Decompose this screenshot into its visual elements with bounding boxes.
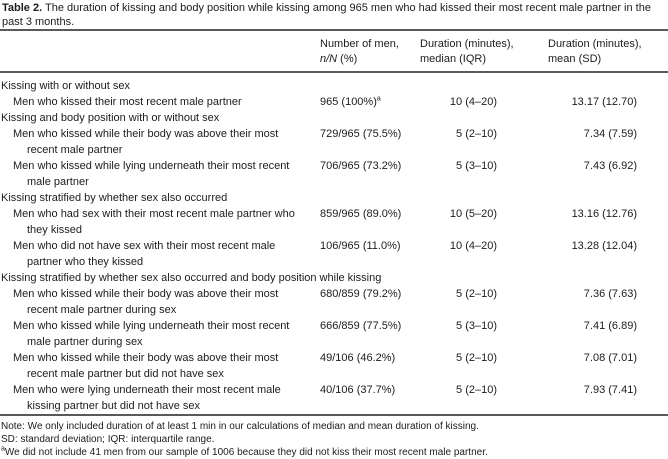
- n-value: 965 (100%): [320, 96, 377, 108]
- cell-duration-mean: 7.34 (7.59): [583, 128, 637, 140]
- table-row: Men who kissed while their body was abov…: [0, 286, 668, 318]
- cell-number-of-men: 106/965 (11.0%): [320, 240, 401, 252]
- cell-number-of-men: 859/965 (89.0%): [320, 208, 402, 220]
- section-header: Kissing and body position with or withou…: [1, 112, 220, 124]
- section-row: Kissing stratified by whether sex also o…: [0, 270, 668, 286]
- section-header: Kissing stratified by whether sex also o…: [1, 272, 382, 284]
- data-table: Number of men, n/N (%) Duration (minutes…: [0, 29, 668, 416]
- column-header-men-line2: n/N (%): [320, 52, 418, 67]
- cell-duration-median: 10 (4–20): [449, 240, 497, 252]
- cell-duration-median: 5 (3–10): [456, 320, 497, 332]
- table-number-label: Table 2.: [2, 2, 43, 14]
- row-label-line2: partner who they kissed: [27, 256, 144, 268]
- column-header-median: Duration (minutes), median (IQR): [418, 29, 546, 73]
- table-row: Men who kissed while lying underneath th…: [0, 158, 668, 190]
- table-row: Men who had sex with their most recent m…: [0, 206, 668, 238]
- cell-duration-mean: 13.16 (12.76): [571, 208, 637, 220]
- footnote: SD: standard deviation; IQR: interquarti…: [1, 434, 215, 445]
- section-row: Kissing and body position with or withou…: [0, 110, 668, 126]
- footnote-marker: a: [376, 95, 381, 103]
- column-header-mean: Duration (minutes), mean (SD): [546, 29, 668, 73]
- footnote-text: We did not include 41 men from our sampl…: [4, 447, 488, 458]
- footnote: aWe did not include 41 men from our samp…: [1, 446, 666, 459]
- row-label-line2: male partner during sex: [27, 336, 143, 348]
- cell-number-of-men: 666/859 (77.5%): [320, 320, 402, 332]
- row-label-line1: Men who had sex with their most recent m…: [13, 208, 295, 220]
- table-row: Men who did not have sex with their most…: [0, 238, 668, 270]
- section-header: Kissing stratified by whether sex also o…: [1, 192, 228, 204]
- row-label-line1: Men who kissed while their body was abov…: [13, 128, 279, 140]
- cell-duration-mean: 7.43 (6.92): [583, 160, 637, 172]
- row-label-line1: Men who kissed while their body was abov…: [13, 352, 279, 364]
- cell-number-of-men: 965 (100%)a: [318, 94, 418, 110]
- row-label-line2: kissing partner but did not have sex: [27, 400, 201, 412]
- cell-number-of-men: 706/965 (73.2%): [320, 160, 402, 172]
- column-header-empty: [0, 29, 318, 73]
- table-caption: The duration of kissing and body positio…: [2, 2, 651, 28]
- cell-number-of-men: 49/106 (46.2%): [320, 352, 396, 364]
- cell-duration-median: 5 (2–10): [456, 288, 497, 300]
- row-label: Men who kissed while lying underneath th…: [0, 158, 318, 190]
- row-label-line2: recent male partner but did not have sex: [27, 368, 224, 380]
- footnote-marker: a: [1, 445, 5, 453]
- row-label-line1: Men who kissed their most recent male pa…: [13, 96, 242, 108]
- table-title: Table 2. The duration of kissing and bod…: [0, 0, 668, 29]
- table-row: Men who kissed while their body was abov…: [0, 350, 668, 382]
- table-row: Men who kissed while lying underneath th…: [0, 318, 668, 350]
- cell-duration-mean: 7.93 (7.41): [583, 384, 637, 396]
- column-header-men-line1: Number of men,: [320, 38, 399, 50]
- cell-duration-mean: 13.17 (12.70): [571, 96, 637, 108]
- row-label: Men who were lying underneath their most…: [0, 382, 318, 415]
- nN-rest: (%): [337, 53, 358, 65]
- cell-duration-mean: 7.36 (7.63): [583, 288, 637, 300]
- cell-duration-median: 10 (4–20): [449, 96, 497, 108]
- row-label: Men who did not have sex with their most…: [0, 238, 318, 270]
- cell-duration-median: 5 (2–10): [456, 352, 497, 364]
- row-label: Men who had sex with their most recent m…: [0, 206, 318, 238]
- footnote: Note: We only included duration of at le…: [1, 421, 479, 432]
- cell-duration-median: 5 (2–10): [456, 128, 497, 140]
- cell-duration-mean: 7.41 (6.89): [583, 320, 637, 332]
- row-label-line2: male partner: [27, 176, 89, 188]
- row-label-line1: Men who kissed while lying underneath th…: [13, 160, 290, 172]
- cell-number-of-men: 40/106 (37.7%): [320, 384, 396, 396]
- row-label-line2: they kissed: [27, 224, 83, 236]
- table-notes: Note: We only included duration of at le…: [0, 416, 668, 459]
- row-label: Men who kissed while their body was abov…: [0, 126, 318, 158]
- row-label: Men who kissed while their body was abov…: [0, 286, 318, 318]
- header-row: Number of men, n/N (%) Duration (minutes…: [0, 29, 668, 73]
- column-header-mean-line2: mean (SD): [548, 53, 602, 65]
- cell-duration-median: 5 (2–10): [456, 384, 497, 396]
- column-header-median-line2: median (IQR): [420, 53, 487, 65]
- section-header: Kissing with or without sex: [1, 80, 130, 92]
- row-label-line1: Men who kissed while lying underneath th…: [13, 320, 290, 332]
- table-row: Men who kissed while their body was abov…: [0, 126, 668, 158]
- column-header-mean-line1: Duration (minutes),: [548, 38, 642, 50]
- table-row: Men who were lying underneath their most…: [0, 382, 668, 415]
- cell-duration-mean: 7.08 (7.01): [583, 352, 637, 364]
- row-label: Men who kissed while their body was abov…: [0, 350, 318, 382]
- row-label-line1: Men who kissed while their body was abov…: [13, 288, 279, 300]
- section-row: Kissing stratified by whether sex also o…: [0, 190, 668, 206]
- row-label: Men who kissed their most recent male pa…: [0, 94, 318, 110]
- column-header-men: Number of men, n/N (%): [318, 29, 418, 73]
- row-label: Men who kissed while lying underneath th…: [0, 318, 318, 350]
- cell-duration-median: 10 (5–20): [449, 208, 497, 220]
- cell-duration-mean: 13.28 (12.04): [571, 240, 637, 252]
- row-label-line2: recent male partner: [27, 144, 123, 156]
- nN-italic: n/N: [320, 53, 338, 65]
- column-header-median-line1: Duration (minutes),: [420, 38, 514, 50]
- row-label-line1: Men who were lying underneath their most…: [13, 384, 281, 396]
- row-label-line1: Men who did not have sex with their most…: [13, 240, 276, 252]
- cell-number-of-men: 729/965 (75.5%): [320, 128, 402, 140]
- section-row: Kissing with or without sex: [0, 72, 668, 94]
- table-row: Men who kissed their most recent male pa…: [0, 94, 668, 110]
- cell-duration-median: 5 (3–10): [456, 160, 497, 172]
- cell-number-of-men: 680/859 (79.2%): [320, 288, 402, 300]
- row-label-line2: recent male partner during sex: [27, 304, 177, 316]
